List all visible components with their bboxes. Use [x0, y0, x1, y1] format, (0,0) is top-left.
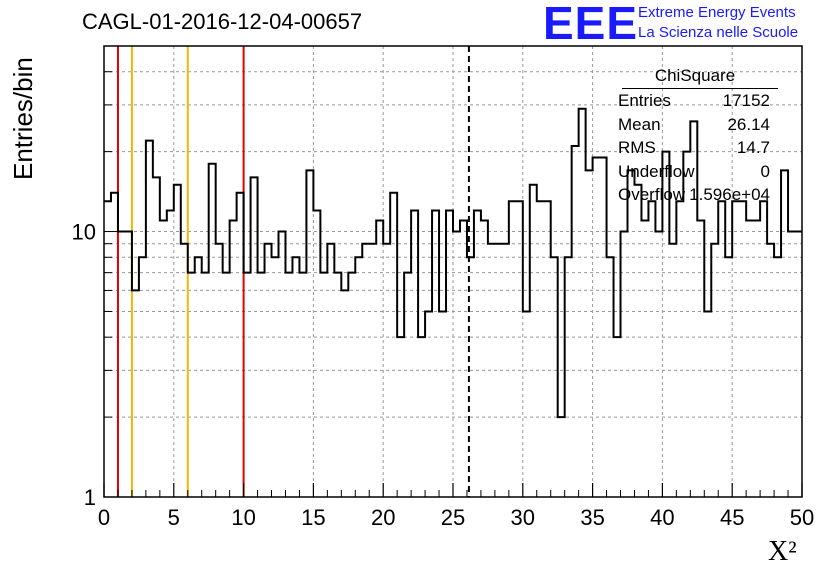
x-axis-label: X²: [768, 536, 797, 567]
y-tick-label: 10: [72, 220, 96, 245]
stats-title: ChiSquare: [654, 66, 736, 85]
stats-divider: [622, 88, 778, 89]
histogram-outline: [104, 107, 802, 419]
x-tick-label: 40: [650, 505, 674, 530]
axis-ticks: [103, 45, 803, 498]
stat-key: Entries: [618, 91, 671, 110]
y-tick-label: 1: [84, 485, 96, 510]
x-tick-label: 5: [168, 505, 180, 530]
x-tick-label: 20: [371, 505, 395, 530]
stat-row-overflow: Overflow 1.596e+04: [612, 183, 778, 207]
x-tick-label: 25: [441, 505, 465, 530]
x-tick-label: 15: [301, 505, 325, 530]
x-tick-label: 30: [511, 505, 535, 530]
stat-key: Underflow: [618, 161, 695, 181]
stat-key: Mean: [618, 114, 661, 134]
stat-row-underflow: Underflow 0: [612, 160, 778, 184]
stat-key: Overflow: [618, 185, 686, 204]
chart-title: CAGL-01-2016-12-04-00657: [82, 9, 363, 34]
stat-key: RMS: [618, 138, 656, 157]
y-axis-label: Entries/bin: [8, 57, 38, 180]
stat-value: 17152: [722, 91, 770, 110]
x-tick-label: 35: [580, 505, 604, 530]
stats-box: ChiSquare Entries 17152 Mean 26.14 RMS 1…: [612, 66, 778, 207]
stat-value: 1.596e+04: [689, 185, 770, 204]
stat-row-rms: RMS 14.7: [612, 136, 778, 160]
stat-row-mean: Mean 26.14: [612, 113, 778, 137]
logo-text-line1: Extreme Energy Events: [638, 4, 796, 21]
logo-text-line2: La Scienza nelle Scuole: [638, 24, 799, 41]
stat-value: 26.14: [727, 114, 770, 134]
logo-mark: EEE: [543, 0, 639, 49]
x-tick-label: 45: [720, 505, 744, 530]
x-tick-label: 10: [231, 505, 255, 530]
stat-value: 0: [760, 161, 770, 181]
x-tick-label: 50: [790, 505, 814, 530]
histogram-series: [104, 107, 802, 419]
stat-row-entries: Entries 17152: [612, 89, 778, 113]
stat-value: 14.7: [736, 138, 770, 157]
tick-labels: 0 5 10 15 20 25 30 35 40 45 50 1 10: [72, 220, 815, 530]
x-tick-label: 0: [98, 505, 110, 530]
